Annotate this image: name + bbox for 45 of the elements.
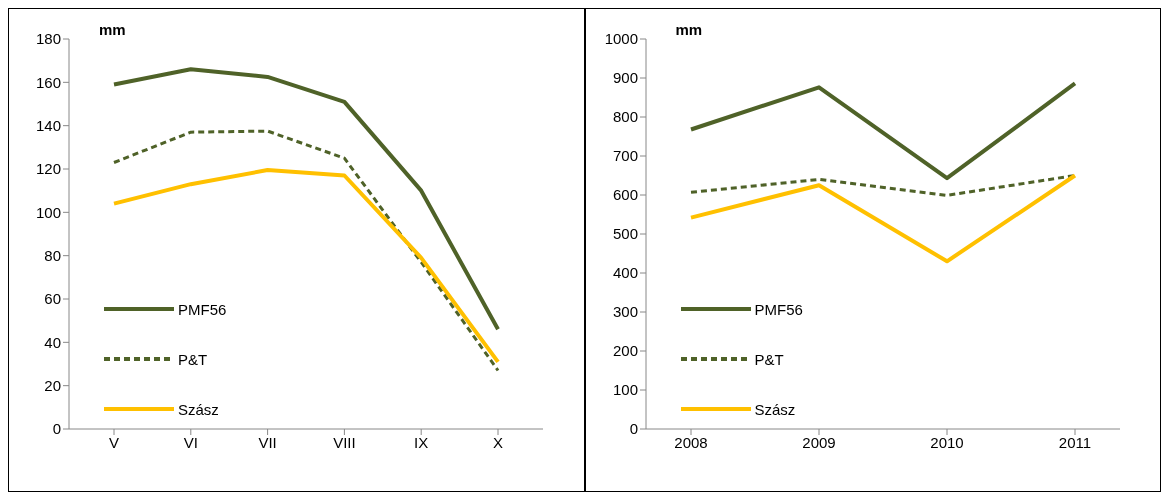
- x-tick-label: VI: [183, 433, 198, 451]
- y-tick-label: 180: [35, 30, 61, 48]
- y-tick-label: 900: [612, 69, 638, 87]
- y-tick-label: 200: [612, 342, 638, 360]
- legend-label: P&T: [754, 350, 784, 368]
- line-series: [688, 173, 1077, 264]
- line-series: [689, 174, 1076, 197]
- y-tick-label: 100: [612, 381, 638, 399]
- line-series: [688, 81, 1077, 181]
- y-tick-label: 1000: [604, 30, 638, 48]
- x-tick-label: X: [492, 433, 504, 451]
- y-tick-label: 120: [35, 160, 61, 178]
- x-tick-label: V: [108, 433, 120, 451]
- y-tick-label: 400: [612, 264, 638, 282]
- x-tick-label: VIII: [333, 433, 356, 451]
- y-tick-label: 40: [44, 333, 61, 351]
- legend-label: Szász: [754, 400, 796, 418]
- x-tick-label: 2009: [801, 433, 836, 451]
- legend-label: Szász: [178, 400, 219, 418]
- legend-label: P&T: [178, 350, 208, 368]
- y-axis-title: mm: [99, 21, 126, 38]
- legend-label: PMF56: [178, 300, 227, 318]
- x-tick-label: VII: [258, 433, 277, 451]
- y-tick-label: 80: [44, 246, 61, 264]
- y-tick-label: 140: [35, 116, 61, 134]
- x-tick-label: IX: [414, 433, 429, 451]
- y-tick-label: 800: [612, 108, 638, 126]
- y-tick-label: 160: [35, 73, 61, 91]
- y-tick-label: 300: [612, 303, 638, 321]
- line-series: [112, 67, 500, 332]
- line-series: [112, 129, 500, 372]
- line-series: [112, 168, 500, 364]
- y-tick-label: 20: [44, 376, 61, 394]
- y-tick-label: 0: [52, 420, 61, 438]
- y-tick-label: 60: [44, 290, 61, 308]
- y-tick-label: 100: [35, 203, 61, 221]
- y-tick-label: 700: [612, 147, 638, 165]
- x-tick-label: 2011: [1058, 433, 1091, 451]
- y-tick-label: 0: [629, 420, 638, 438]
- legend-label: PMF56: [754, 300, 803, 318]
- x-tick-label: 2008: [673, 433, 708, 451]
- y-tick-label: 500: [612, 225, 638, 243]
- y-axis-title: mm: [675, 21, 703, 38]
- x-tick-label: 2010: [929, 433, 964, 451]
- y-tick-label: 600: [612, 186, 638, 204]
